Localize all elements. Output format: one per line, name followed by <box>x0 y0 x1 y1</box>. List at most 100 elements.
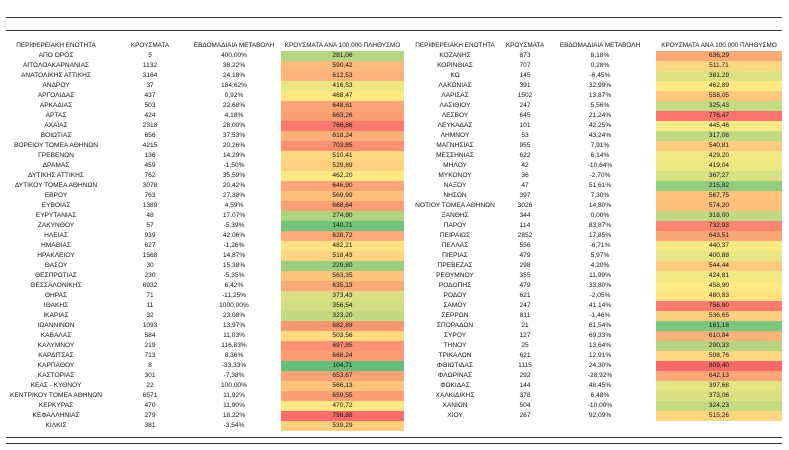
weekly-change: 41,14% <box>588 302 612 309</box>
weekly-change: -10,00% <box>587 402 613 409</box>
region-name: ΑΠΟ ΟΡΟΣ <box>38 52 74 59</box>
region-name: ΛΑΣΙΘΙΟΥ <box>439 102 471 109</box>
rule <box>6 443 782 444</box>
region-name: ΘΕΣΣΑΛΟΝΙΚΗΣ <box>30 282 82 289</box>
cases-per-100k: 636,29 <box>656 51 782 61</box>
region-name: ΣΑΜΟΥ <box>443 302 467 309</box>
weekly-change: 7,91% <box>590 142 610 149</box>
cases: 556 <box>519 242 531 249</box>
weekly-change: -2,05% <box>589 292 611 299</box>
cases-per-100k: 480,83 <box>656 291 782 301</box>
weekly-change: 0,92% <box>224 92 244 99</box>
cases-per-100k: 668,64 <box>281 201 404 211</box>
cases-per-100k: 511,71 <box>656 61 782 71</box>
cases: 247 <box>519 102 531 109</box>
weekly-change: 37,53% <box>222 132 246 139</box>
region-name: ΗΡΑΚΛΕΙΟΥ <box>37 252 75 259</box>
region-name: ΑΙΤΩΛΟΑΚΑΡΝΑΝΙΑΣ <box>22 62 90 69</box>
weekly-change: 11,90% <box>223 402 245 409</box>
region-name: ΣΕΡΡΩΝ <box>441 312 469 319</box>
cases-per-100k: 574,20 <box>656 201 782 211</box>
cases-per-100k: 703,85 <box>281 141 404 151</box>
region-name: ΘΕΣΠΡΩΤΙΑΣ <box>34 272 78 279</box>
region-name: ΦΘΙΩΤΙΔΑΣ <box>437 362 473 369</box>
cases-per-100k: 424,81 <box>656 271 782 281</box>
weekly-change: 20,26% <box>222 142 246 149</box>
weekly-change: 5,97% <box>590 252 610 259</box>
weekly-change: -33,33% <box>221 362 247 369</box>
weekly-change: 48,45% <box>588 382 612 389</box>
weekly-change: -1,46% <box>589 312 611 319</box>
rule <box>6 437 782 438</box>
cases: 3026 <box>517 202 533 209</box>
cases-per-100k: 809,40 <box>656 361 782 371</box>
cases-per-100k: 482,21 <box>281 241 404 251</box>
weekly-change: 21,24% <box>588 112 612 119</box>
region-name: ΦΩΚΙΔΑΣ <box>440 382 470 389</box>
weekly-change: 17,85% <box>588 232 612 239</box>
weekly-change: 11,92% <box>223 392 245 399</box>
region-name: ΠΡΕΒΕΖΑΣ <box>437 262 473 269</box>
cases: 47 <box>521 182 529 189</box>
cases-per-100k: 566,13 <box>281 381 404 391</box>
region-name: ΑΡΚΑΔΙΑΣ <box>39 102 73 109</box>
weekly-change: 1000,00% <box>219 302 249 309</box>
cases-per-100k: 612,53 <box>281 71 404 81</box>
cases: 2318 <box>142 122 158 129</box>
cases: 397 <box>519 192 531 199</box>
cases: 71 <box>146 292 154 299</box>
weekly-change: 42,25% <box>588 122 612 129</box>
cases-per-100k: 215,82 <box>656 181 782 191</box>
cases: 459 <box>144 162 156 169</box>
weekly-change: 69,33% <box>588 332 612 339</box>
weekly-change: 13,64% <box>588 342 612 349</box>
weekly-change: 6,48% <box>590 392 610 399</box>
cases-per-100k: 416,53 <box>281 81 404 91</box>
cases-per-100k: 161,18 <box>656 321 782 331</box>
cases-per-100k: 682,89 <box>281 321 404 331</box>
cases: 114 <box>519 222 531 229</box>
region-name: ΗΛΕΙΑΣ <box>44 232 68 239</box>
cases: 381 <box>144 422 156 429</box>
weekly-change: 15,38% <box>222 262 246 269</box>
cases: 127 <box>519 332 531 339</box>
region-name: ΧΑΛΚΙΔΙΚΗΣ <box>435 392 475 399</box>
cases-per-100k: 400,88 <box>656 251 782 261</box>
cases-per-100k: 290,33 <box>656 341 782 351</box>
region-name: ΜΥΚΟΝΟΥ <box>438 172 472 179</box>
column-header: ΕΒΔΟΜΑΔΙΑΙΑ ΜΕΤΑΒΟΛΗ <box>193 42 275 49</box>
cases-per-100k: 508,76 <box>656 351 782 361</box>
cases: 479 <box>519 252 531 259</box>
cases: 378 <box>519 392 531 399</box>
region-name: ΑΡΤΑΣ <box>45 112 67 119</box>
region-name: ΗΜΑΘΙΑΣ <box>41 242 71 249</box>
cases-per-100k: 419,04 <box>656 161 782 171</box>
weekly-change: 18,22% <box>222 412 246 419</box>
cases: 763 <box>144 192 156 199</box>
cases: 301 <box>144 372 156 379</box>
cases-per-100k: 798,88 <box>281 411 404 421</box>
cases: 32 <box>146 312 154 319</box>
region-name: ΠΙΕΡΙΑΣ <box>442 252 468 259</box>
weekly-change: 0,28% <box>590 62 610 69</box>
weekly-change: 184,62% <box>220 82 248 89</box>
cases-per-100k: 510,41 <box>281 151 404 161</box>
weekly-change: -2,70% <box>589 172 611 179</box>
cases-per-100k: 659,55 <box>281 391 404 401</box>
cases: 713 <box>144 352 156 359</box>
region-name: ΣΠΟΡΑΔΩΝ <box>436 322 474 329</box>
cases-per-100k: 324,23 <box>656 401 782 411</box>
weekly-change: 24,30% <box>588 362 612 369</box>
cases-per-100k: 440,37 <box>656 241 782 251</box>
weekly-change: 14,29% <box>222 152 246 159</box>
column-header: ΚΡΟΥΣΜΑΤΑ ΑΝΑ 100.000 ΠΛΗΘΥΣΜΟ <box>661 42 777 49</box>
region-name: ΑΧΑΪΑΣ <box>44 122 68 129</box>
region-name: ΓΡΕΒΕΝΩΝ <box>38 152 74 159</box>
weekly-change: 28,00% <box>222 122 246 129</box>
region-name: ΔΥΤΙΚΟΥ ΤΟΜΕΑ ΑΘΗΝΩΝ <box>14 182 98 189</box>
cases: 3164 <box>142 72 158 79</box>
region-name: ΚΑΛΥΜΝΟΥ <box>37 342 75 349</box>
region-name: ΝΗΣΩΝ <box>443 192 467 199</box>
weekly-change: -3,54% <box>223 422 245 429</box>
cases: 627 <box>144 242 156 249</box>
